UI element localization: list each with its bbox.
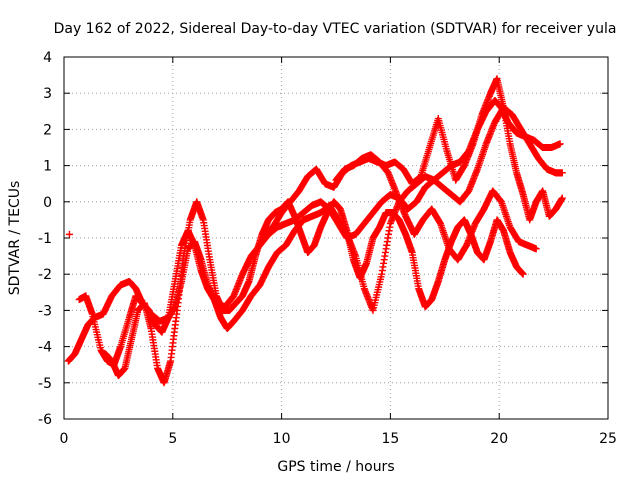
axis-ticks [63, 56, 609, 420]
y-tick-label: -1 [38, 231, 52, 247]
x-tick-label: 20 [490, 431, 508, 447]
y-tick-label: 3 [43, 86, 52, 102]
x-axis-label: GPS time / hours [277, 459, 394, 475]
x-tick-label: 15 [381, 431, 399, 447]
x-tick-label: 25 [599, 431, 617, 447]
series-track-e [332, 151, 540, 264]
chart-title: Day 162 of 2022, Sidereal Day-to-day VTE… [54, 21, 617, 37]
y-tick-labels: -6 -5 -4 -3 -2 -1 0 1 2 3 4 [38, 50, 52, 428]
data-point [532, 245, 540, 253]
data-points [64, 75, 566, 387]
data-point [558, 169, 566, 177]
y-tick-label: -5 [38, 376, 52, 392]
y-tick-label: 0 [43, 195, 52, 211]
y-axis-label: SDTVAR / TECUs [7, 181, 23, 296]
series-outlier [65, 230, 73, 238]
y-tick-label: -3 [38, 303, 52, 319]
x-tick-label: 10 [273, 431, 291, 447]
grid-lines [64, 57, 608, 419]
y-tick-label: 2 [43, 122, 52, 138]
data-point [558, 194, 566, 202]
x-tick-label: 0 [60, 431, 69, 447]
x-tick-labels: 0 5 10 15 20 25 [60, 431, 617, 447]
y-tick-label: -4 [38, 340, 52, 356]
y-tick-label: 4 [43, 50, 52, 66]
y-tick-label: -2 [38, 267, 52, 283]
y-tick-label: 1 [43, 159, 52, 175]
data-point [519, 270, 527, 278]
series-track-c [101, 198, 527, 387]
data-point [556, 140, 564, 148]
x-tick-label: 5 [168, 431, 177, 447]
data-point [65, 230, 73, 238]
y-tick-label: -6 [38, 412, 52, 428]
